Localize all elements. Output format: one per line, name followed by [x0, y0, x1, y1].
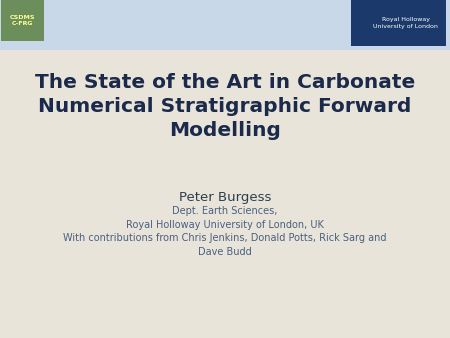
Bar [0, 0, 450, 50]
Text: Peter Burgess: Peter Burgess [179, 191, 271, 204]
Text: CSDMS
C-FRG: CSDMS C-FRG [9, 15, 35, 26]
Text: With contributions from Chris Jenkins, Donald Potts, Rick Sarg and
Dave Budd: With contributions from Chris Jenkins, D… [63, 234, 387, 257]
Text: The State of the Art in Carbonate
Numerical Stratigraphic Forward
Modelling: The State of the Art in Carbonate Numeri… [35, 73, 415, 140]
Text: Royal Holloway
University of London: Royal Holloway University of London [374, 17, 438, 29]
Bar [1, 0, 44, 41]
Bar [351, 0, 446, 46]
Text: Dept. Earth Sciences,
Royal Holloway University of London, UK: Dept. Earth Sciences, Royal Holloway Uni… [126, 207, 324, 230]
